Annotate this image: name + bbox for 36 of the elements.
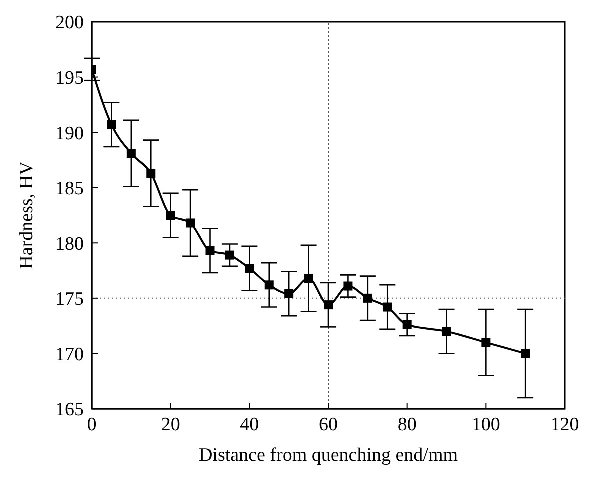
y-tick-label: 190 xyxy=(56,123,84,144)
point xyxy=(402,320,412,330)
x-tick-label: 60 xyxy=(319,414,338,436)
y-tick-label: 180 xyxy=(56,234,84,255)
y-tick-label: 165 xyxy=(56,400,84,421)
point xyxy=(383,302,392,312)
point xyxy=(482,338,491,348)
point xyxy=(166,211,176,220)
point xyxy=(206,246,215,256)
point xyxy=(225,250,234,260)
x-tick-label: 100 xyxy=(472,414,500,436)
x-tick-label: 120 xyxy=(550,414,580,436)
point xyxy=(245,264,254,274)
y-axis-title: Hardness, HV xyxy=(16,161,38,270)
point xyxy=(521,349,530,358)
point xyxy=(107,120,116,130)
point xyxy=(126,149,136,158)
y-tick-label: 200 xyxy=(56,12,84,34)
x-tick-label: 80 xyxy=(398,414,417,436)
point xyxy=(264,280,274,290)
y-tick-label: 175 xyxy=(56,289,84,310)
x-tick-label: 20 xyxy=(161,414,180,436)
point xyxy=(363,294,372,303)
point xyxy=(304,274,314,284)
point xyxy=(186,218,196,228)
point xyxy=(146,168,156,178)
x-axis-title: Distance from quenching end/mm xyxy=(198,445,458,466)
point xyxy=(324,300,333,310)
point xyxy=(284,290,294,299)
y-tick-label: 185 xyxy=(56,178,84,200)
x-tick-label: 40 xyxy=(240,414,260,436)
y-tick-label: 170 xyxy=(56,344,84,366)
y-tick-label: 195 xyxy=(56,68,84,90)
x-tick-label: 0 xyxy=(87,414,97,436)
point xyxy=(442,327,452,336)
point xyxy=(344,282,353,291)
